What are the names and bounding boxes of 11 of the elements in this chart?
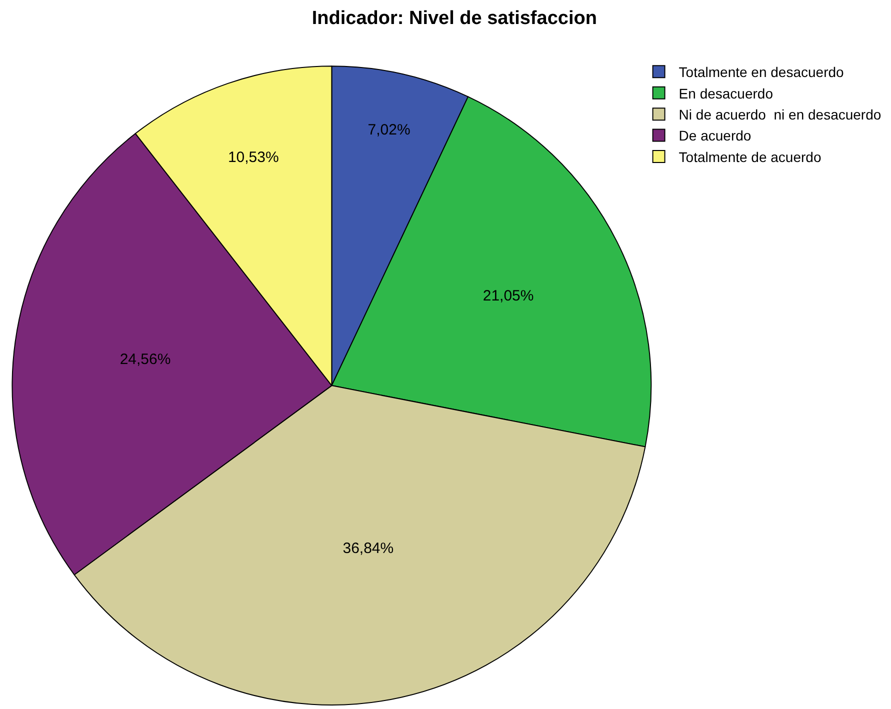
chart-title: Indicador: Nivel de satisfaccion bbox=[312, 8, 597, 29]
legend-label: De acuerdo bbox=[678, 128, 752, 144]
data-label: 21,05% bbox=[482, 288, 534, 305]
legend-label: En desacuerdo bbox=[678, 85, 774, 102]
data-label: 7,02% bbox=[368, 121, 410, 138]
data-label: 36,84% bbox=[342, 540, 394, 557]
legend-label: Ni de acuerdo ni en desacuerdo bbox=[678, 106, 882, 123]
legend-label: Totalmente en desacuerdo bbox=[678, 64, 844, 80]
legend-label: Totalmente de acuerdo bbox=[678, 148, 822, 165]
data-label: 10,53% bbox=[228, 149, 279, 166]
data-label: 24,56% bbox=[120, 351, 171, 368]
